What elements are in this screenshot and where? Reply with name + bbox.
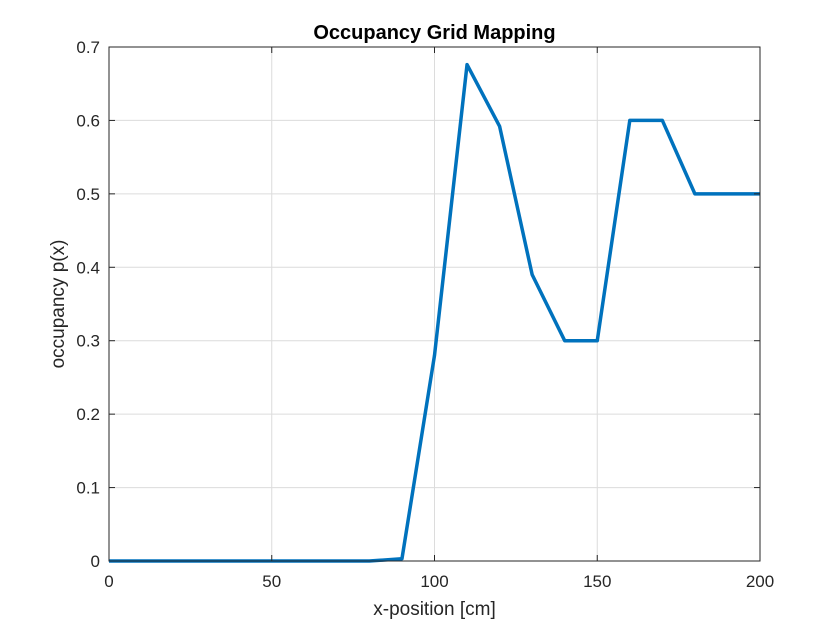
y-tick-label: 0.7: [76, 38, 100, 57]
y-tick-label: 0.4: [76, 258, 100, 277]
x-tick-label: 200: [746, 572, 774, 591]
x-tick-label: 150: [583, 572, 611, 591]
chart-title: Occupancy Grid Mapping: [313, 22, 555, 44]
x-axis-label: x-position [cm]: [373, 599, 495, 620]
y-tick-label: 0: [91, 552, 100, 571]
y-tick-label: 0.3: [76, 332, 100, 351]
y-tick-label: 0.5: [76, 185, 100, 204]
x-tick-label: 100: [420, 572, 448, 591]
y-axis-label: occupancy p(x): [48, 240, 69, 369]
y-tick-label: 0.6: [76, 111, 100, 130]
x-tick-label: 0: [104, 572, 113, 591]
y-tick-label: 0.2: [76, 405, 100, 424]
x-tick-label: 50: [262, 572, 281, 591]
y-tick-label: 0.1: [76, 479, 100, 498]
ticks: 0 50 100 150 200 0 0.1 0.2 0.3 0.4 0.5 0.6 0.7: [76, 38, 774, 591]
